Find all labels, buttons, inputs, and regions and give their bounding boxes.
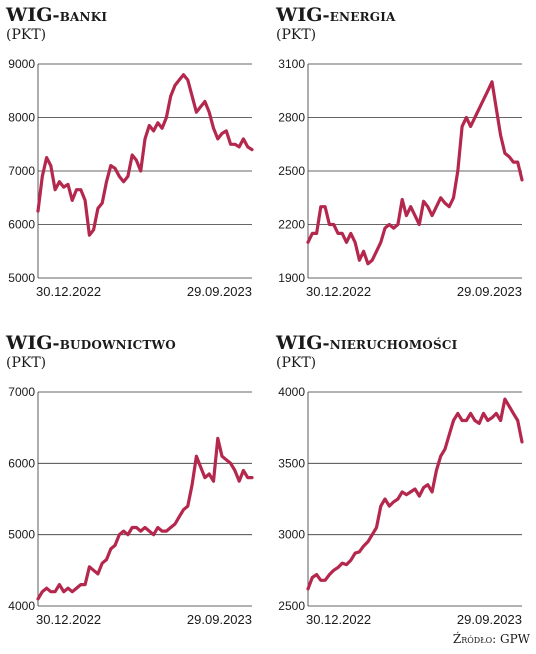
chart-title: WIG-energia [276,4,396,26]
x-tick-label: 29.09.2023 [457,284,522,299]
x-tick-label: 30.12.2022 [36,612,101,627]
chart-panel-nieruchomosci: WIG-nieruchomości (PKT) 4000 3500 3000 2500… [276,332,534,642]
y-tick-label: 5000 [8,528,35,542]
unit-label: (PKT) [276,27,317,43]
y-tick-label: 8000 [8,111,35,125]
chart-panel-energia: WIG-energia (PKT) 3100 2800 2500 2200 1900 30… [276,4,534,314]
y-tick-label: 7000 [8,385,35,399]
y-tick-label: 3000 [278,528,305,542]
y-tick-label: 4000 [278,385,305,399]
x-tick-label: 30.12.2022 [36,284,101,299]
y-tick-label: 6000 [8,456,35,470]
y-tick-label: 2800 [278,111,305,125]
y-tick-label: 9000 [8,57,35,71]
x-tick-label: 30.12.2022 [306,284,371,299]
y-tick-label: 6000 [8,218,35,232]
y-tick-label: 3100 [278,57,305,71]
x-tick-label: 29.09.2023 [187,612,252,627]
unit-label: (PKT) [6,355,47,371]
series-line [36,73,254,237]
source-note: Źródło: GPW [452,632,530,646]
unit-label: (PKT) [276,355,317,371]
y-tick-label: 7000 [8,164,35,178]
y-tick-label: 1900 [278,271,305,285]
x-tick-label: 30.12.2022 [306,612,371,627]
y-tick-label: 4000 [8,599,35,613]
chart-panel-budownictwo: WIG-budownictwo (PKT) 7000 6000 5000 4000 30… [6,332,264,642]
unit-label: (PKT) [6,27,47,43]
series-line [306,80,524,266]
chart-title: WIG-nieruchomości [276,332,458,354]
series-line [306,397,524,591]
y-tick-label: 3500 [278,456,305,470]
chart-panel-banki: WIG-banki (PKT) 9000 8000 7000 6000 5000 30.1… [6,4,264,314]
y-tick-label: 2500 [278,599,305,613]
x-tick-label: 29.09.2023 [457,612,522,627]
chart-title: WIG-banki [6,4,108,26]
y-tick-label: 5000 [8,271,35,285]
series-line [36,436,254,601]
y-tick-label: 2200 [278,218,305,232]
y-tick-label: 2500 [278,164,305,178]
chart-title: WIG-budownictwo [6,332,176,354]
x-tick-label: 29.09.2023 [187,284,252,299]
